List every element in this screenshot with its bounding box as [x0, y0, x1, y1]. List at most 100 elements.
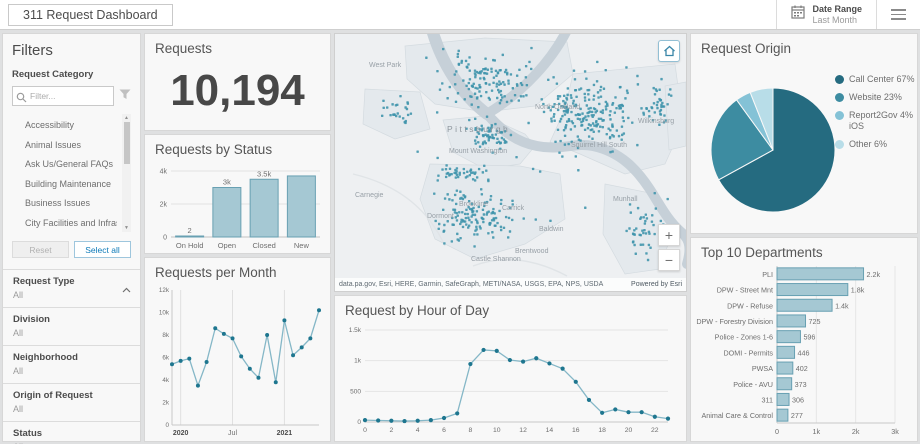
- map-attribution-bar: data.pa.gov, Esri, HERE, Garmin, SafeGra…: [335, 278, 686, 291]
- menu-button[interactable]: [876, 0, 920, 29]
- requests-per-month-chart[interactable]: 0 2k 4k 6k 8k 10k 12k 2020 Jul 2021: [145, 282, 328, 442]
- svg-text:0: 0: [163, 235, 167, 242]
- zoom-out-button[interactable]: −: [658, 249, 680, 271]
- svg-text:2: 2: [188, 226, 192, 235]
- dropdown-label: Neighborhood: [13, 352, 78, 363]
- svg-text:2020: 2020: [173, 430, 189, 437]
- svg-text:2k: 2k: [162, 400, 170, 407]
- svg-text:16: 16: [572, 427, 580, 434]
- svg-text:DPW - Street Mnt: DPW - Street Mnt: [717, 286, 773, 295]
- home-icon: [663, 45, 675, 57]
- svg-text:Jul: Jul: [228, 430, 237, 437]
- filter-dropdown-division[interactable]: Division All: [3, 307, 140, 345]
- powered-by-esri-link[interactable]: Powered by Esri: [631, 281, 682, 288]
- filters-title: Filters: [12, 42, 53, 59]
- legend-item[interactable]: Report2Gov 4% iOS: [835, 110, 915, 132]
- svg-text:277: 277: [791, 411, 803, 420]
- filter-dropdown-neighborhood[interactable]: Neighborhood All: [3, 345, 140, 383]
- svg-text:12k: 12k: [159, 287, 170, 294]
- svg-text:1.4k: 1.4k: [835, 301, 849, 310]
- svg-text:0: 0: [363, 427, 367, 434]
- select-all-button[interactable]: Select all: [74, 241, 131, 258]
- svg-text:1.8k: 1.8k: [851, 286, 865, 295]
- zoom-in-button[interactable]: +: [658, 224, 680, 246]
- dropdown-value: All: [13, 366, 24, 376]
- svg-text:Closed: Closed: [252, 241, 275, 250]
- svg-text:2: 2: [389, 427, 393, 434]
- filter-dropdown-status[interactable]: Status All: [3, 421, 140, 444]
- legend-item[interactable]: Call Center 67%: [835, 74, 915, 85]
- map-panel[interactable]: West Park North Oakland Wilkinsburg Squirre…: [334, 33, 687, 292]
- date-range-selector[interactable]: Date Range Last Month: [776, 0, 876, 29]
- svg-text:446: 446: [798, 348, 810, 357]
- category-item[interactable]: Business Issues: [25, 198, 91, 208]
- request-origin-legend: Call Center 67% Website 23% Report2Gov 4% …: [835, 74, 915, 157]
- svg-text:4k: 4k: [160, 169, 168, 176]
- map-canvas[interactable]: [335, 34, 686, 291]
- svg-text:0: 0: [775, 427, 779, 436]
- requests-indicator-panel: Requests 10,194: [144, 33, 331, 131]
- home-extent-button[interactable]: [658, 40, 680, 62]
- legend-dot-icon: [835, 75, 844, 84]
- dropdown-value: All: [13, 442, 130, 444]
- legend-label: Report2Gov 4% iOS: [849, 110, 914, 131]
- category-item[interactable]: Animal Issues: [25, 139, 82, 150]
- legend-item[interactable]: Website 23%: [835, 92, 915, 103]
- legend-item[interactable]: Other 6%: [835, 139, 915, 150]
- filter-dropdown-origin-of-request[interactable]: Origin of Request All: [3, 383, 140, 421]
- svg-text:4k: 4k: [162, 377, 170, 384]
- svg-text:PLI: PLI: [762, 270, 773, 279]
- filter-dropdown-request-type[interactable]: Request Type All: [3, 269, 140, 307]
- svg-text:Animal Care & Control: Animal Care & Control: [701, 411, 773, 420]
- category-filter-input[interactable]: [12, 86, 114, 106]
- reset-button[interactable]: Reset: [12, 241, 69, 258]
- request-category-label: Request Category: [12, 69, 94, 80]
- svg-text:1k: 1k: [813, 427, 821, 436]
- header-right: Date Range Last Month: [776, 0, 920, 29]
- scroll-down-icon[interactable]: ▼: [124, 225, 129, 231]
- svg-text:6k: 6k: [162, 355, 170, 362]
- svg-text:373: 373: [795, 380, 807, 389]
- svg-text:DOMI - Permits: DOMI - Permits: [723, 348, 773, 357]
- requests-by-hour-chart[interactable]: 0 500 1k 1.5k 0 2 4 6 8 10 12 14 16 18 20 22: [335, 320, 680, 438]
- dropdown-label: Status: [13, 428, 43, 439]
- requests-by-status-chart[interactable]: 0 2k 4k 2 On Hold 3k Open 3.5k Closed New: [145, 159, 328, 255]
- svg-text:402: 402: [796, 364, 808, 373]
- svg-text:3.5k: 3.5k: [257, 169, 271, 178]
- requests-by-status-title: Requests by Status: [155, 142, 273, 157]
- dropdown-label: Request Type: [13, 276, 75, 287]
- funnel-icon[interactable]: [119, 87, 131, 105]
- request-origin-panel: Request Origin Call Center 67% Website 23…: [690, 33, 918, 234]
- top-departments-chart[interactable]: 0 1k 2k 3k PLI 2.2k DPW - Street Mnt 1.8k DPW - …: [691, 262, 915, 440]
- legend-label: Other 6%: [849, 139, 888, 149]
- svg-text:596: 596: [803, 333, 815, 342]
- dropdown-value: All: [13, 290, 24, 300]
- svg-text:0: 0: [357, 419, 361, 426]
- svg-text:1.5k: 1.5k: [349, 327, 362, 334]
- top-departments-panel: Top 10 Departments 0 1k 2k 3k PLI 2.2k DPW - S…: [690, 237, 918, 442]
- category-item[interactable]: Ask Us/General FAQs: [25, 159, 114, 169]
- legend-dot-icon: [835, 93, 844, 102]
- category-list: Accessibility Animal Issues Ask Us/General…: [12, 112, 131, 233]
- category-item[interactable]: Accessibility: [25, 120, 75, 130]
- app-header: 311 Request Dashboard Date Range: [0, 0, 920, 30]
- svg-text:3k: 3k: [223, 178, 231, 187]
- legend-label: Call Center 67%: [849, 74, 915, 84]
- svg-text:On Hold: On Hold: [176, 241, 204, 250]
- category-item[interactable]: Building Maintenance: [25, 178, 112, 189]
- dropdown-label: Origin of Request: [13, 390, 93, 401]
- category-list-scrollbar[interactable]: ▲ ▼: [122, 114, 131, 232]
- svg-text:2k: 2k: [852, 427, 860, 436]
- request-origin-pie-chart[interactable]: [691, 58, 841, 230]
- category-item[interactable]: City Facilities and Infrastructure: [25, 217, 117, 228]
- scroll-up-icon[interactable]: ▲: [124, 115, 129, 121]
- svg-text:306: 306: [792, 395, 804, 404]
- svg-text:311: 311: [762, 395, 773, 404]
- date-range-value: Last Month: [812, 14, 858, 25]
- svg-text:12: 12: [519, 427, 527, 434]
- svg-text:8k: 8k: [162, 332, 170, 339]
- scrollbar-thumb[interactable]: [123, 122, 130, 164]
- svg-text:6: 6: [442, 427, 446, 434]
- top-departments-title: Top 10 Departments: [701, 245, 823, 260]
